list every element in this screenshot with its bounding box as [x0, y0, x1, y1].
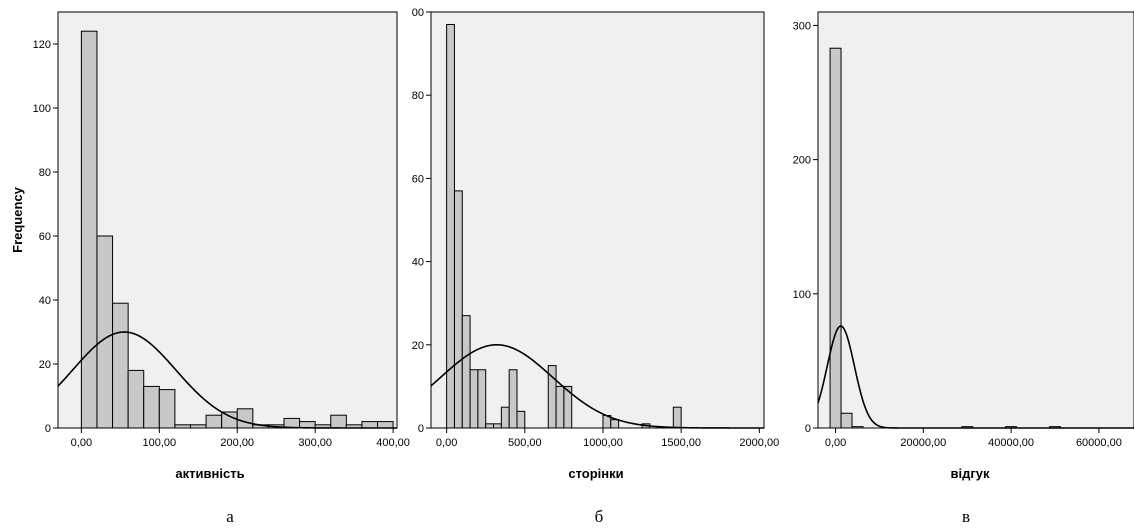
histogram-bar [205, 414, 223, 429]
x-tick-label: 0,00 [825, 437, 846, 449]
panel-label: б [595, 507, 604, 526]
x-tick-label: 2000,00 [739, 437, 779, 449]
y-tick-label: 120 [33, 39, 51, 51]
histogram-bar [461, 315, 471, 429]
x-tick-label: 1000,00 [583, 437, 623, 449]
y-tick-label: 40 [412, 257, 424, 269]
histogram-bar [189, 424, 207, 429]
histogram-bar [500, 406, 510, 429]
plot-area [430, 11, 765, 429]
histogram-bar [127, 369, 145, 429]
y-tick-label: 200 [793, 155, 811, 167]
y-tick-label: 20 [39, 359, 51, 371]
y-tick-label: 00 [412, 7, 424, 19]
histogram-bar [377, 421, 394, 429]
histogram-bar [446, 23, 455, 429]
histogram-bar [469, 369, 479, 429]
y-tick-label: 20 [412, 340, 424, 352]
histogram-bar [840, 412, 853, 429]
y-tick-label: 0 [418, 423, 424, 435]
histogram-bar [80, 30, 98, 429]
x-tick-label: 500,00 [508, 437, 542, 449]
y-tick-label: 60 [412, 173, 424, 185]
x-tick-label: 40000,00 [988, 437, 1034, 449]
histogram-bar [112, 302, 129, 429]
x-axis-title: сторінки [568, 466, 623, 481]
x-tick-label: 1500,00 [661, 437, 701, 449]
histogram-bar [555, 385, 565, 429]
plot-area [817, 11, 1134, 429]
histogram-bar [485, 423, 495, 429]
histogram-bar [361, 421, 379, 429]
x-axis-title: активність [175, 466, 244, 481]
normal-curve [57, 331, 397, 429]
histogram-bar [477, 369, 487, 429]
histogram-bar [672, 406, 682, 429]
y-tick-label: 80 [39, 167, 51, 179]
x-tick-label: 400,00 [376, 437, 410, 449]
y-tick-label: 100 [793, 289, 811, 301]
histogram-bar [493, 423, 502, 429]
y-tick-label: 0 [45, 423, 51, 435]
x-tick-label: 20000,00 [900, 437, 946, 449]
normal-curve [817, 325, 1134, 429]
histogram-bar [330, 414, 347, 429]
y-tick-label: 80 [412, 90, 424, 102]
x-tick-label: 100,00 [142, 437, 176, 449]
normal-curve [430, 343, 764, 429]
histogram-bar [610, 419, 620, 429]
panel-label: а [226, 507, 234, 526]
histogram-bar [158, 389, 176, 429]
histogram-bar [174, 424, 191, 429]
histogram-bar [563, 385, 573, 429]
y-tick-label: 100 [33, 103, 51, 115]
y-tick-label: 0 [805, 423, 811, 435]
y-axis-title: Frequency [10, 186, 25, 253]
x-tick-label: 0,00 [436, 437, 457, 449]
histogram-bar [829, 47, 842, 429]
x-tick-label: 200,00 [220, 437, 254, 449]
histogram-bar [453, 190, 463, 429]
histogram-bar [236, 408, 254, 429]
histogram-bar [508, 369, 518, 429]
x-tick-label: 60000,00 [1076, 437, 1122, 449]
histogram-bar [96, 235, 114, 429]
y-tick-label: 60 [39, 231, 51, 243]
histogram-bar [221, 411, 238, 429]
y-tick-label: 40 [39, 295, 51, 307]
x-tick-label: 300,00 [298, 437, 332, 449]
histogram-bar [143, 385, 160, 429]
x-tick-label: 0,00 [71, 437, 92, 449]
histogram-bar [851, 426, 864, 429]
histogram-bar [516, 410, 526, 429]
x-axis-title: відгук [950, 466, 990, 481]
panel-label: в [962, 507, 970, 526]
y-tick-label: 300 [793, 20, 811, 32]
